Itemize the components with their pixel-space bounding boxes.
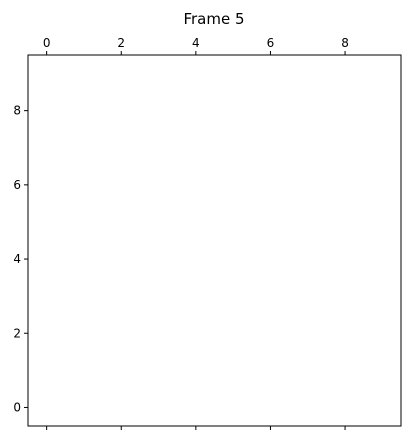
x-tick-label-4: 4 [192, 36, 200, 50]
ticks-layer: 0 2 4 6 8 0 2 4 6 8 [13, 36, 349, 430]
x-tick-label-8: 8 [341, 36, 349, 50]
plot-area [28, 55, 401, 426]
y-tick-label-4: 4 [13, 252, 21, 266]
y-tick-label-0: 0 [13, 400, 21, 414]
x-tick-label-6: 6 [267, 36, 275, 50]
y-tick-label-6: 6 [13, 178, 21, 192]
x-tick-label-2: 2 [117, 36, 125, 50]
y-tick-label-8: 8 [13, 104, 21, 118]
y-tick-label-2: 2 [13, 326, 21, 340]
chart-title: Frame 5 [183, 10, 244, 28]
plot-frame [27, 54, 402, 427]
x-tick-label-0: 0 [43, 36, 51, 50]
